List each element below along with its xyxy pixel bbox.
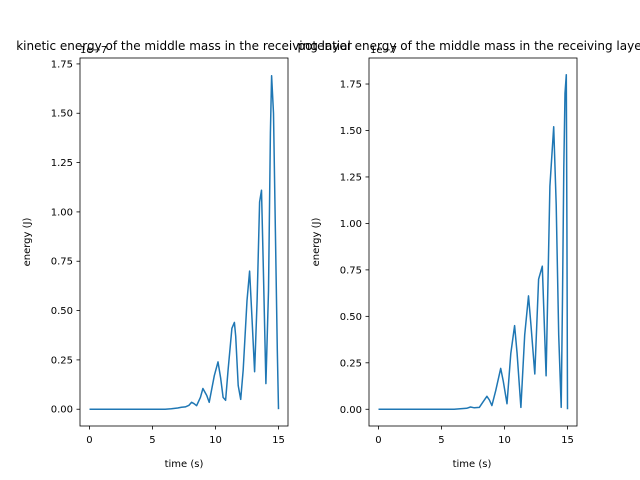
kinetic-x-tick-label: 0 [86, 435, 92, 446]
kinetic-y-tick-label: 1.25 [51, 158, 73, 169]
potential-x-tick-label: 15 [561, 435, 574, 446]
kinetic-x-tick-label: 10 [209, 435, 222, 446]
kinetic-x-tick-label: 15 [272, 435, 285, 446]
kinetic-chart-title: kinetic energy of the middle mass in the… [16, 39, 352, 53]
kinetic-x-tick-label: 5 [149, 435, 155, 446]
kinetic-y-tick-label: 0.75 [51, 257, 73, 268]
potential-series-line [378, 73, 569, 411]
kinetic-plot-area: 0 5 10 15 0.00 0.25 0.50 0.75 1.00 1.25 1.50 1.75 [51, 57, 289, 446]
kinetic-y-offset-text: 1e−7 [80, 45, 107, 56]
potential-y-offset-text: 1e−7 [370, 45, 397, 56]
potential-x-tick-label: 0 [375, 435, 381, 446]
potential-y-tick-label: 0.25 [340, 358, 362, 369]
kinetic-y-tick-label: 0.25 [51, 355, 73, 366]
kinetic-y-axis-label: energy (J) [22, 218, 33, 267]
potential-y-tick-label: 0.75 [340, 265, 362, 276]
potential-x-axis-label: time (s) [453, 459, 492, 470]
potential-x-tick-label: 5 [438, 435, 444, 446]
kinetic-energy-chart: kinetic energy of the middle mass in the… [16, 39, 352, 470]
kinetic-y-tick-label: 1.00 [51, 207, 73, 218]
kinetic-y-tick-label: 0.00 [51, 405, 73, 416]
kinetic-x-axis-label: time (s) [165, 459, 204, 470]
kinetic-series-line [89, 75, 280, 410]
potential-y-tick-label: 1.50 [340, 126, 362, 137]
potential-y-tick-label: 0.00 [340, 405, 362, 416]
potential-energy-chart: potential energy of the middle mass in t… [297, 39, 640, 470]
potential-x-tick-label: 10 [498, 435, 511, 446]
potential-plot-area: 0 5 10 15 0.00 0.25 0.50 0.75 1.00 1.25 1.50 1.75 [340, 57, 578, 446]
kinetic-y-tick-label: 1.75 [51, 59, 73, 70]
kinetic-y-tick-label: 0.50 [51, 306, 73, 317]
kinetic-y-tick-label: 1.50 [51, 109, 73, 120]
potential-y-axis-label: energy (J) [311, 218, 322, 267]
potential-axes-frame [368, 57, 578, 427]
potential-y-tick-label: 1.25 [340, 172, 362, 183]
potential-y-tick-label: 0.50 [340, 312, 362, 323]
potential-y-tick-label: 1.00 [340, 219, 362, 230]
potential-y-tick-label: 1.75 [340, 80, 362, 91]
kinetic-axes-frame [79, 57, 289, 427]
potential-chart-title: potential energy of the middle mass in t… [297, 39, 640, 53]
